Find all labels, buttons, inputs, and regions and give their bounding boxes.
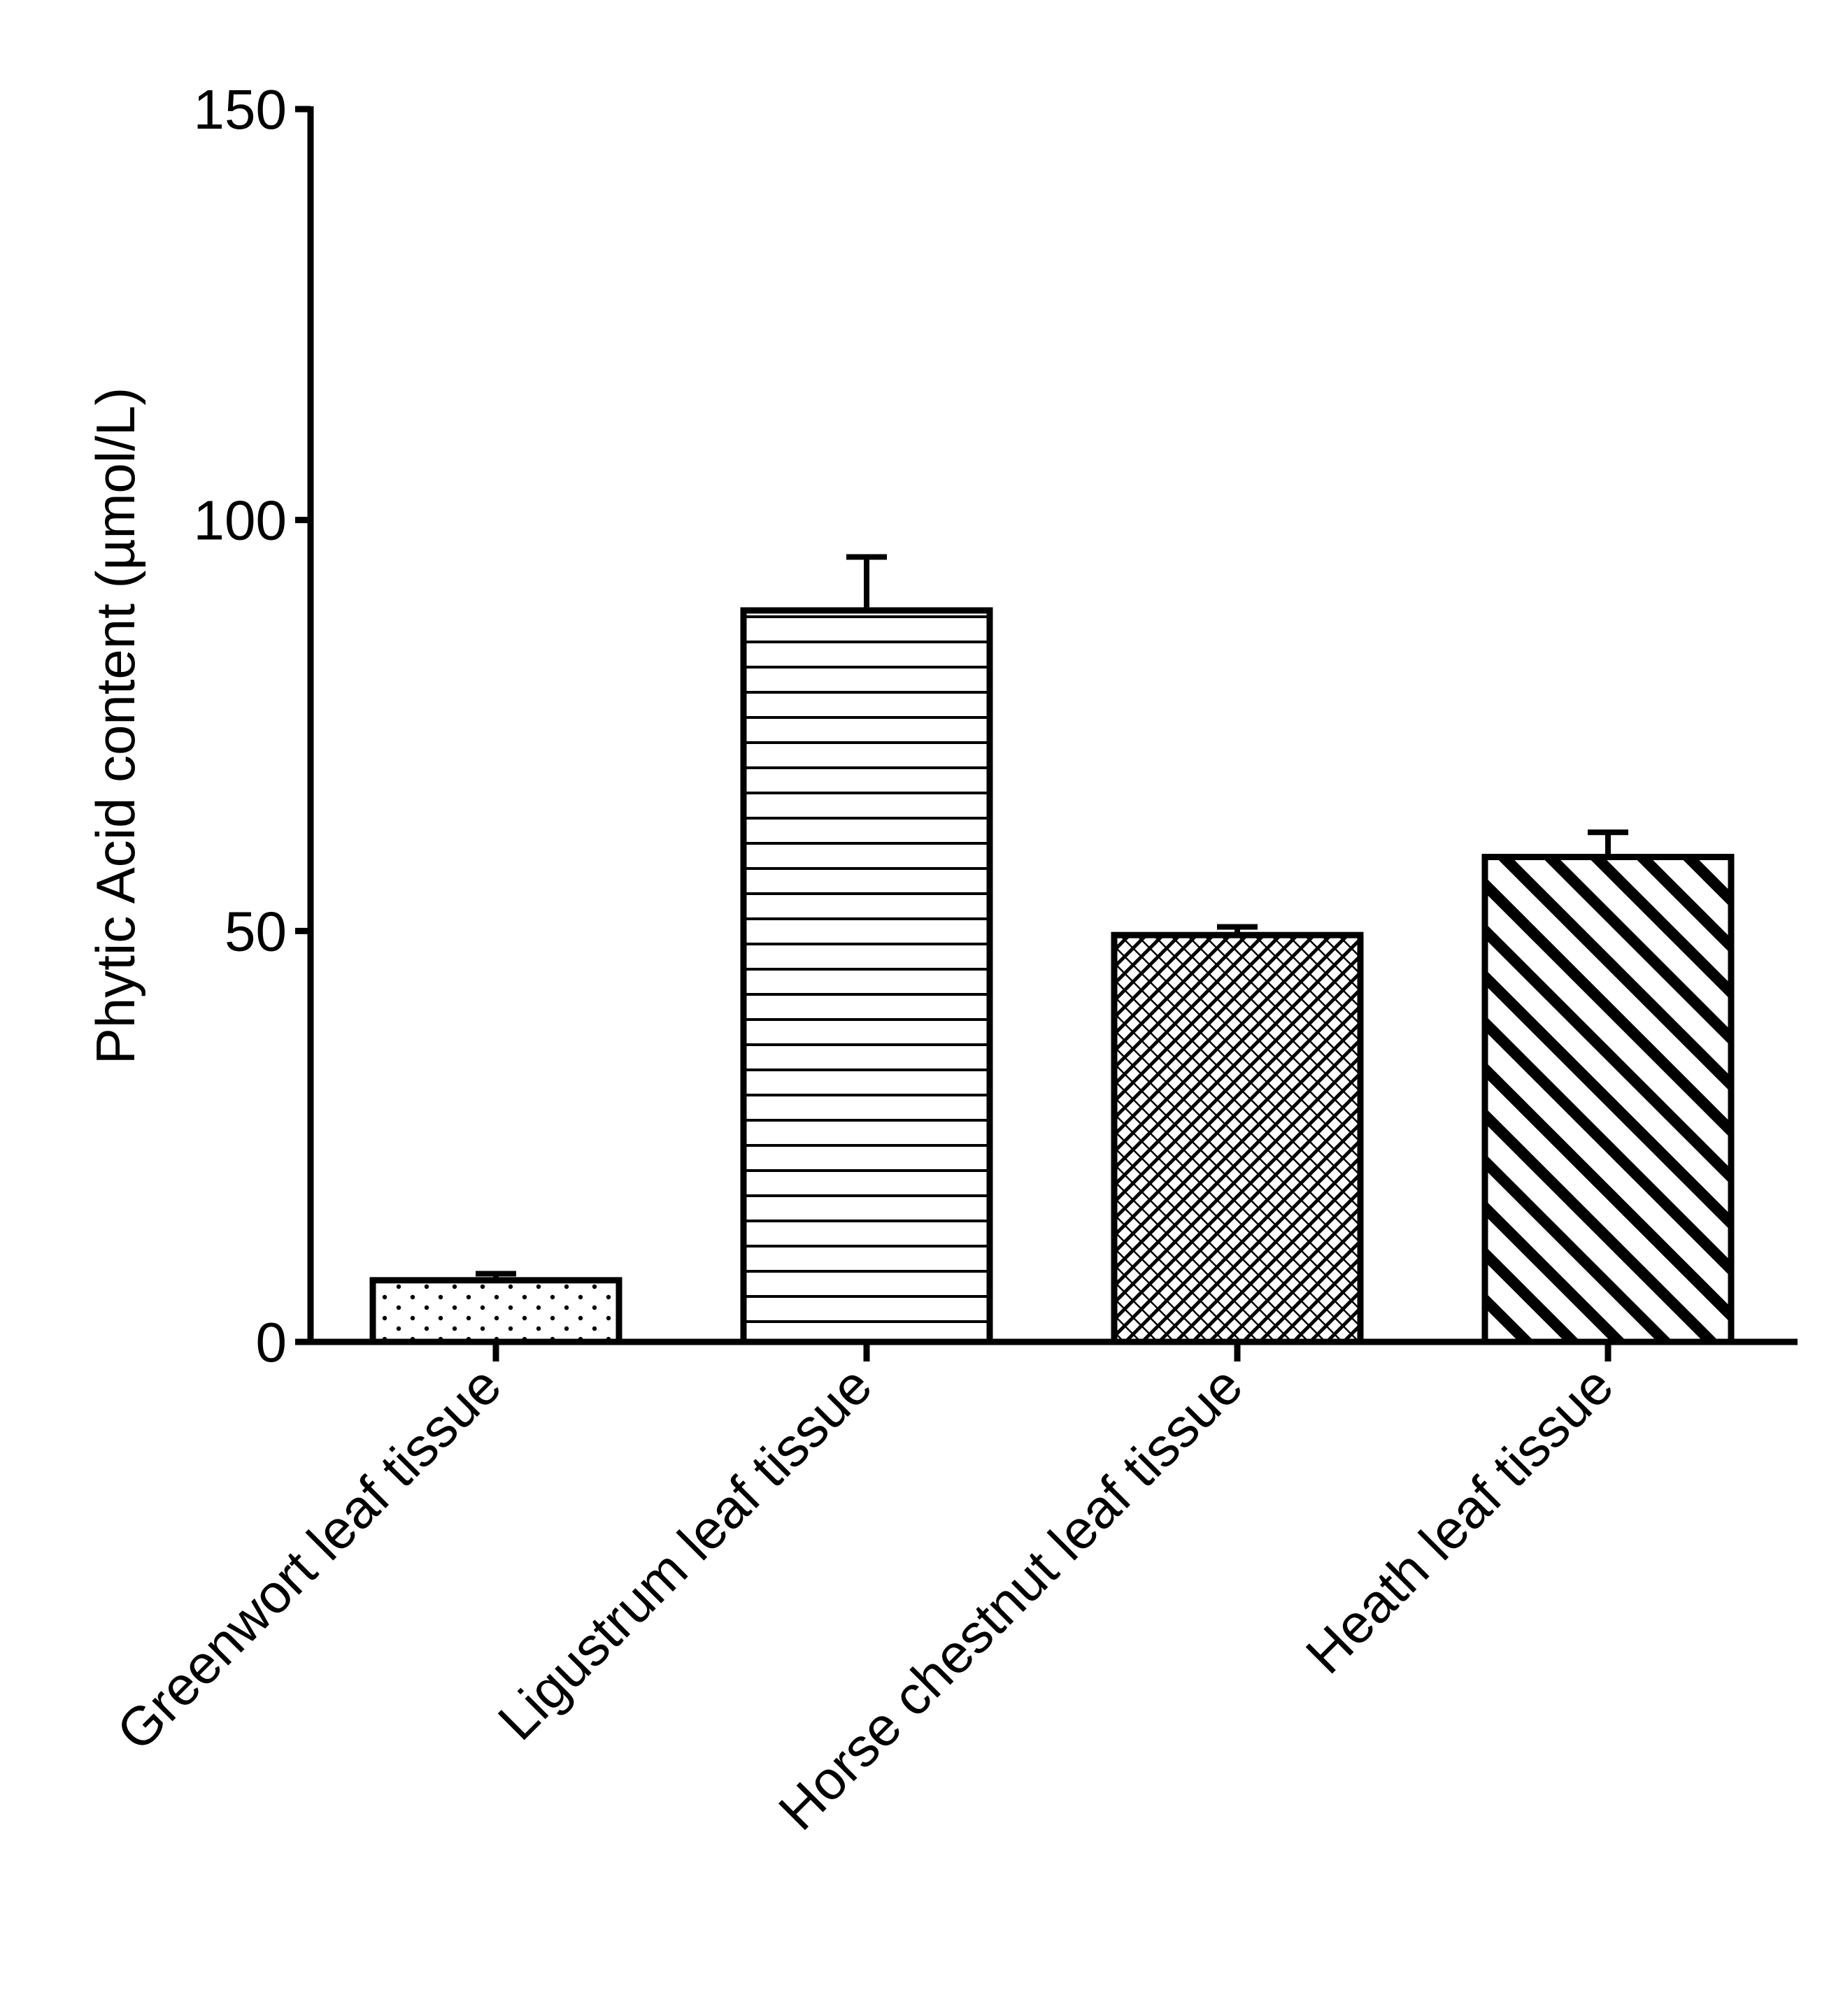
bar-horse-chestnut-leaf-tissue (1111, 931, 1364, 1345)
error-bars-group (476, 554, 1628, 1280)
bar-greenwort-leaf-tissue (369, 1277, 622, 1345)
bar-ligustrum-leaf-tissue (740, 607, 993, 1345)
y-axis-ticks: 0 50 100 150 (194, 78, 311, 1373)
bar-heath-leaf-tissue (1481, 854, 1735, 1345)
x-tick-label: Heath leaf tissue (1294, 1354, 1625, 1685)
bars-group (369, 607, 1735, 1345)
y-tick-label: 100 (194, 489, 287, 552)
y-tick-label: 150 (194, 78, 287, 141)
y-tick-label: 50 (225, 900, 287, 962)
x-tick-label: Greenwort leaf tissue (105, 1354, 513, 1762)
y-tick-label: 0 (256, 1311, 287, 1373)
x-tick-label: Ligustrum leaf tissue (486, 1354, 883, 1752)
y-axis-label: Phytic Acid content (µmol/L) (85, 387, 146, 1064)
